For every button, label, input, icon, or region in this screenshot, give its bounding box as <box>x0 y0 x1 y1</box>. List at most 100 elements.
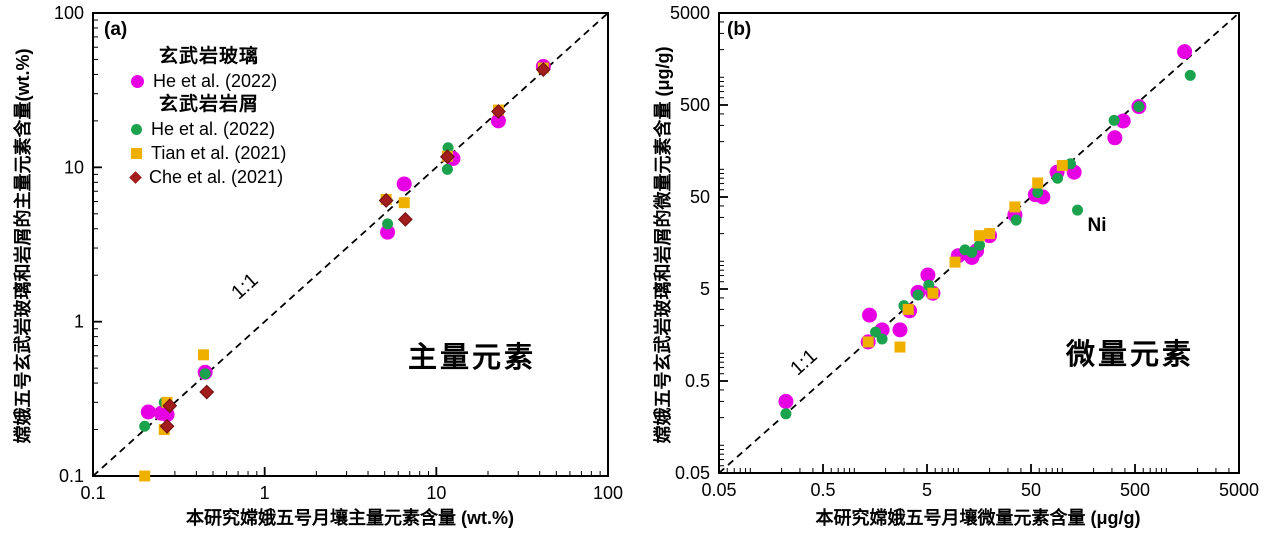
chart-frame <box>718 12 1240 474</box>
data-point <box>1032 177 1044 189</box>
data-point <box>535 62 551 77</box>
data-point <box>398 197 410 209</box>
legend-item-label: Tian et al. (2021) <box>151 142 287 163</box>
data-point <box>1108 114 1120 126</box>
data-point <box>491 104 506 119</box>
panel-b-annotation: 微量元素 <box>1066 339 1195 371</box>
data-point <box>902 303 914 315</box>
panel-a-x-axis-title: 本研究嫦娥五号月壤主量元素含量 (wt.%) <box>186 508 514 528</box>
data-point <box>396 176 412 192</box>
data-point <box>490 113 506 129</box>
data-point <box>382 218 394 230</box>
data-point <box>974 230 986 242</box>
data-point <box>862 307 878 323</box>
data-point <box>139 470 151 482</box>
yellow-square-icon <box>131 147 142 159</box>
data-point <box>1107 130 1123 146</box>
y-tick-label: 5 <box>700 279 710 299</box>
data-point <box>442 142 454 154</box>
chart-frame <box>92 12 609 477</box>
y-tick-label: 1 <box>74 312 84 332</box>
data-point <box>199 368 211 380</box>
data-point <box>1133 101 1145 113</box>
legend-item-label: He et al. (2022) <box>151 118 276 139</box>
x-tick-label: 1 <box>260 483 270 503</box>
data-point <box>876 333 888 345</box>
data-point <box>1056 159 1068 171</box>
y-tick-label: 500 <box>680 95 710 115</box>
y-tick-label: 10 <box>64 157 84 177</box>
panel-a: 0.1 1 10 100 0.1 1 10 100 1:1 <box>54 3 623 503</box>
legend-item-label: He et al. (2022) <box>153 70 278 91</box>
data-point <box>966 246 978 258</box>
one-to-one-label: 1:1 <box>227 269 262 304</box>
y-tick-label: 50 <box>690 187 710 207</box>
legend-item-glass-he2022: He et al. (2022) <box>131 69 286 93</box>
green-circle-icon <box>131 123 142 135</box>
data-point <box>140 404 156 420</box>
legend-item-clast-he2022: He et al. (2022) <box>131 117 286 141</box>
data-point <box>1184 69 1196 81</box>
legend-item-clast-tian2021: Tian et al. (2021) <box>131 141 286 165</box>
data-point <box>397 211 413 227</box>
data-point <box>984 228 996 240</box>
data-point <box>974 239 986 251</box>
point-annotation-label: Ni <box>1088 215 1107 236</box>
y-tick-label: 5000 <box>670 3 710 23</box>
legend-item-clast-che2021: Che et al. (2021) <box>129 165 286 189</box>
data-point <box>1072 204 1084 216</box>
data-point <box>912 289 924 301</box>
y-tick-label: 0.1 <box>59 466 84 486</box>
panel-b: 0.05 0.5 5 50 500 5000 0.05 0.5 5 50 500 5000 1:1 Ni <box>670 3 1259 500</box>
legend-item-label: Che et al. (2021) <box>149 166 284 187</box>
data-point <box>1009 201 1021 213</box>
data-point <box>920 267 936 283</box>
x-tick-label: 500 <box>1120 480 1150 500</box>
x-tick-label: 10 <box>426 483 446 503</box>
panel-a-label: (a) <box>104 19 128 40</box>
legend: 玄武岩玻璃 He et al. (2022) 玄武岩岩屑 He et al. (… <box>129 45 286 189</box>
x-tick-label: 100 <box>593 483 623 503</box>
dark-red-diamond-icon <box>129 170 142 184</box>
one-to-one-line <box>718 12 1240 474</box>
data-point <box>1115 113 1131 129</box>
data-point <box>439 149 455 165</box>
x-tick-label: 5 <box>922 480 932 500</box>
data-point <box>1052 172 1064 184</box>
data-point <box>1010 214 1022 226</box>
x-tick-label: 0.05 <box>701 480 736 500</box>
data-point <box>380 224 396 240</box>
data-point <box>378 193 394 208</box>
panel-a-y-axis-title: 嫦娥五号玄武岩玻璃和岩屑的主量元素含量(wt.%) <box>13 48 33 444</box>
one-to-one-label: 1:1 <box>786 345 821 380</box>
data-point <box>139 420 151 432</box>
y-tick-label: 100 <box>54 3 84 23</box>
data-point <box>949 256 961 268</box>
data-point <box>1177 44 1193 60</box>
data-point <box>870 326 882 338</box>
data-point <box>197 349 209 361</box>
one-to-one-line <box>92 12 609 477</box>
data-point <box>927 287 939 299</box>
panel-a-annotation: 主量元素 <box>408 342 537 374</box>
panel-b-y-axis-title: 嫦娥五号玄武岩玻璃和岩屑的微量元素含量 (μg/g) <box>653 46 673 444</box>
data-point <box>778 393 794 409</box>
x-tick-label: 50 <box>1021 480 1041 500</box>
data-point <box>441 163 453 175</box>
data-point <box>862 336 874 348</box>
y-tick-label: 0.05 <box>675 463 710 483</box>
x-tick-label: 0.5 <box>810 480 835 500</box>
data-point <box>159 418 175 434</box>
data-point <box>894 341 906 353</box>
data-point <box>199 384 215 400</box>
panel-b-x-axis-title: 本研究嫦娥五号月壤微量元素含量 (μg/g) <box>815 508 1141 528</box>
panel-b-label: (b) <box>727 19 752 40</box>
data-point <box>1032 186 1044 198</box>
x-tick-label: 0.1 <box>80 483 105 503</box>
data-point <box>162 398 178 414</box>
data-point <box>892 322 908 338</box>
legend-group-basalt-clast-header: 玄武岩岩屑 <box>159 94 260 115</box>
data-point <box>780 408 792 420</box>
